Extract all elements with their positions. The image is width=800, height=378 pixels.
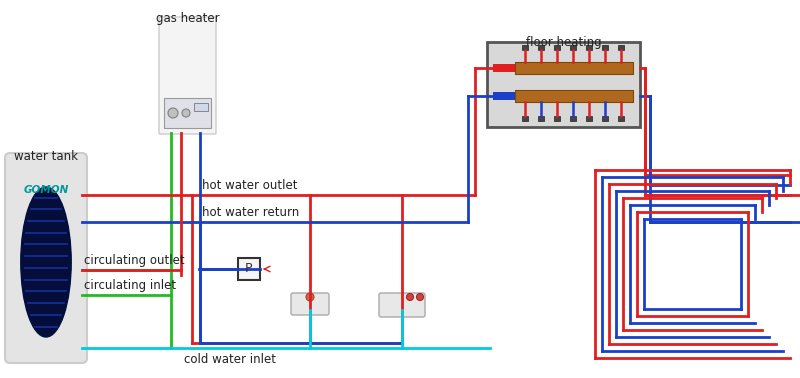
- FancyBboxPatch shape: [291, 293, 329, 315]
- Bar: [538, 116, 544, 121]
- Bar: [515, 90, 633, 102]
- Bar: [194, 103, 208, 111]
- Bar: [586, 116, 592, 121]
- Text: hot water outlet: hot water outlet: [202, 179, 298, 192]
- Bar: [493, 64, 515, 72]
- FancyBboxPatch shape: [159, 17, 216, 134]
- Bar: [570, 45, 576, 50]
- FancyBboxPatch shape: [379, 293, 425, 317]
- Bar: [164, 98, 211, 128]
- Text: circulating inlet: circulating inlet: [84, 279, 176, 292]
- Bar: [554, 45, 560, 50]
- Text: GOMON: GOMON: [23, 185, 69, 195]
- Bar: [602, 116, 608, 121]
- Circle shape: [306, 293, 314, 301]
- Text: P: P: [246, 262, 253, 276]
- Bar: [487, 42, 640, 127]
- Bar: [538, 45, 544, 50]
- Bar: [618, 45, 624, 50]
- Circle shape: [182, 109, 190, 117]
- Text: floor heating: floor heating: [526, 36, 602, 49]
- Bar: [618, 116, 624, 121]
- Bar: [515, 62, 633, 74]
- Circle shape: [406, 293, 414, 301]
- Circle shape: [168, 108, 178, 118]
- Bar: [522, 45, 528, 50]
- Circle shape: [417, 293, 423, 301]
- Bar: [493, 92, 515, 100]
- Bar: [554, 116, 560, 121]
- Bar: [602, 45, 608, 50]
- Bar: [238, 258, 260, 280]
- Bar: [522, 116, 528, 121]
- Text: gas heater: gas heater: [156, 12, 219, 25]
- Text: water tank: water tank: [14, 150, 78, 163]
- FancyBboxPatch shape: [5, 153, 87, 363]
- Text: circulating outlet: circulating outlet: [84, 254, 185, 267]
- Bar: [570, 116, 576, 121]
- Text: hot water return: hot water return: [202, 206, 299, 219]
- Ellipse shape: [21, 187, 71, 337]
- Text: cold water inlet: cold water inlet: [184, 353, 276, 366]
- Bar: [586, 45, 592, 50]
